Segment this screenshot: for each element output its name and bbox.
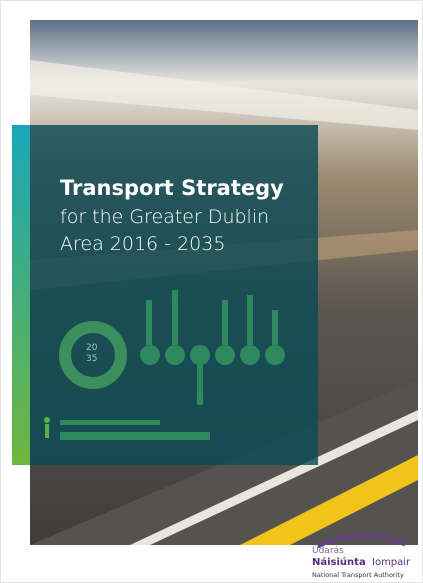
logo-text: Údarás bbox=[312, 546, 344, 556]
walk-bar bbox=[60, 432, 210, 440]
icon-bar bbox=[172, 290, 178, 345]
badge-text: 35 bbox=[86, 354, 97, 364]
icon-bar bbox=[247, 295, 253, 345]
icon-bar bbox=[272, 310, 278, 345]
logo-text: Iompair bbox=[372, 557, 410, 568]
icon-bar bbox=[146, 300, 152, 345]
walk-bar bbox=[60, 420, 160, 425]
mode-icon bbox=[265, 345, 285, 365]
icon-bar bbox=[222, 300, 228, 345]
walk-icon bbox=[44, 417, 50, 423]
subtitle: for the Greater Dublin bbox=[60, 206, 269, 228]
badge-text: 20 bbox=[86, 343, 97, 353]
logo-text: Náisiúnta bbox=[312, 557, 366, 568]
logo-text: National Transport Authority bbox=[312, 571, 404, 579]
mode-icon bbox=[240, 345, 260, 365]
mode-icon bbox=[215, 345, 235, 365]
mode-icon bbox=[190, 345, 210, 365]
cover-page: Transport Strategy for the Greater Dubli… bbox=[0, 0, 423, 583]
title: Transport Strategy bbox=[60, 176, 284, 200]
accent-strip bbox=[12, 125, 30, 465]
mode-icon bbox=[165, 345, 185, 365]
cover-art bbox=[0, 0, 423, 583]
walk-icon bbox=[45, 424, 49, 438]
icon-bar bbox=[197, 365, 203, 405]
mode-icon bbox=[140, 345, 160, 365]
subtitle: Area 2016 - 2035 bbox=[60, 233, 225, 255]
